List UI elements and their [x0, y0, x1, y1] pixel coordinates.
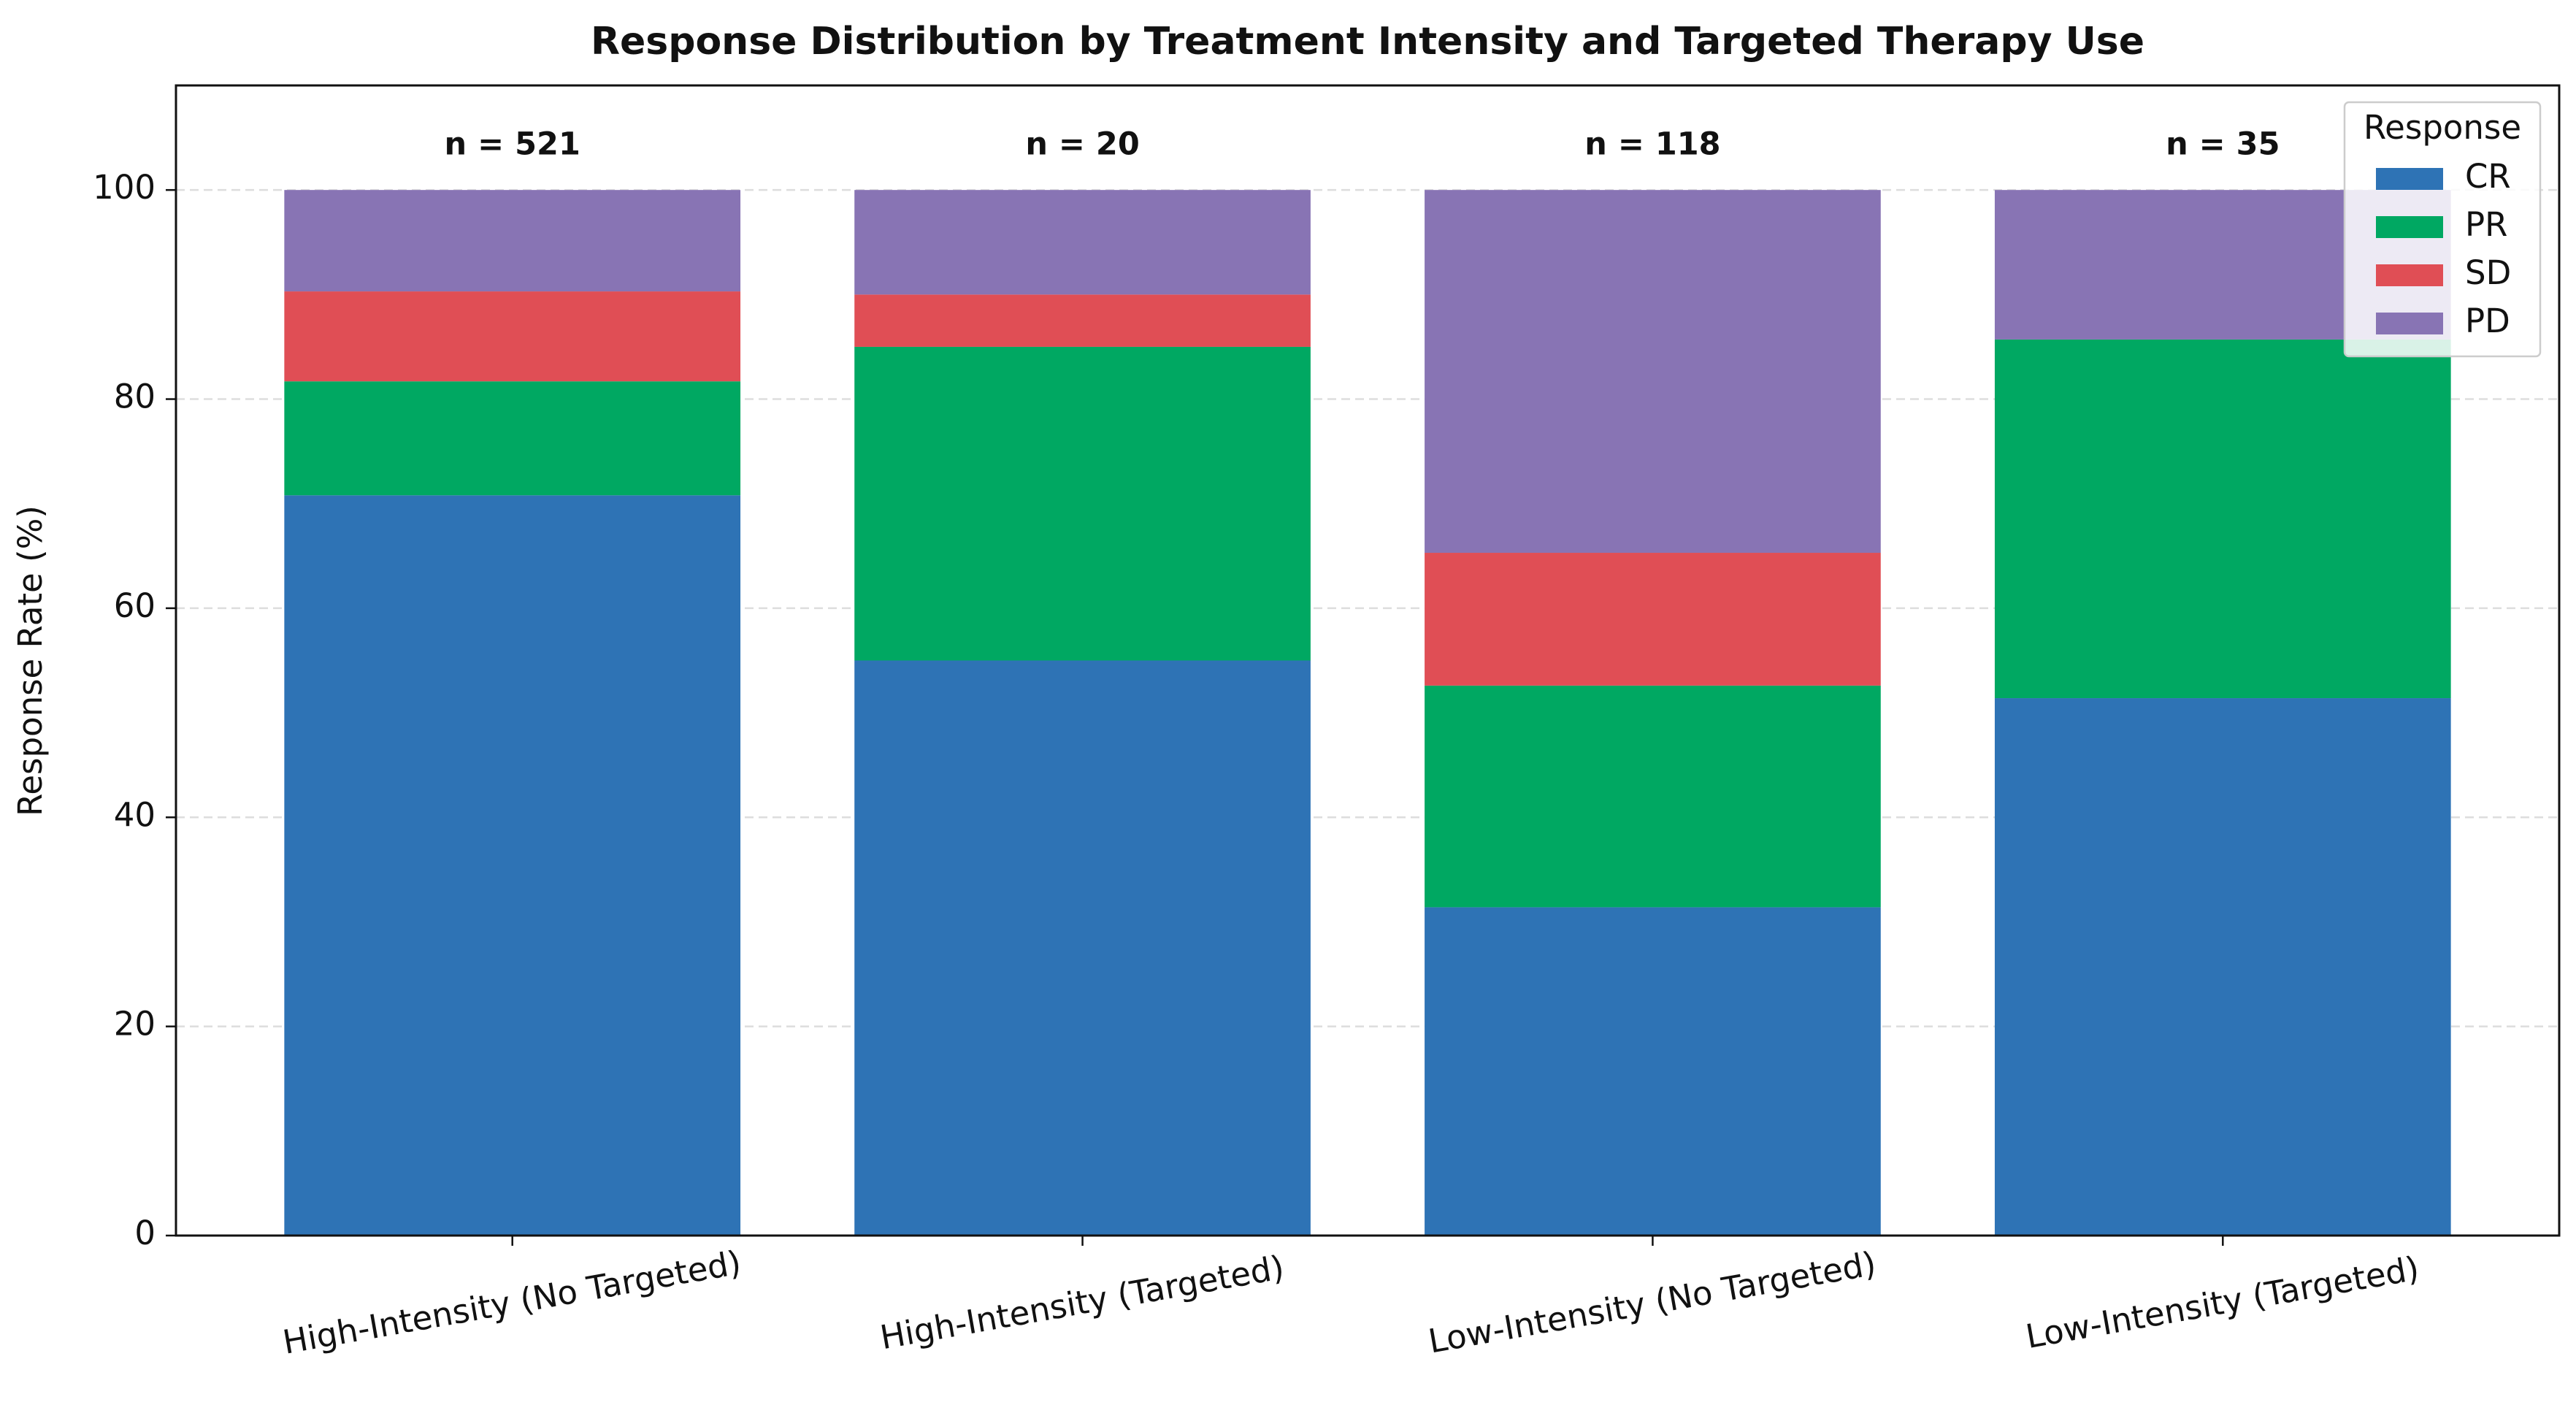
legend-title: Response: [2364, 108, 2521, 147]
legend-label: PD: [2465, 302, 2510, 340]
y-tick-label: 80: [114, 378, 156, 416]
x-tick-label: Low-Intensity (Targeted): [2023, 1249, 2422, 1356]
bar-segment: [1425, 907, 1881, 1236]
x-tick-label: High-Intensity (Targeted): [877, 1248, 1287, 1358]
bar-segment: [284, 495, 741, 1236]
bar-segment: [854, 660, 1311, 1236]
legend-label: SD: [2465, 253, 2511, 292]
legend-swatch: [2376, 313, 2443, 334]
sample-size: n = 20: [1025, 126, 1139, 163]
y-tick-label: 0: [134, 1214, 156, 1252]
legend-label: CR: [2465, 157, 2511, 196]
plot-frame: [175, 84, 2561, 1237]
legend-swatch: [2376, 216, 2443, 238]
y-axis-label: Response Rate (%): [11, 505, 50, 816]
y-tick-label: 60: [114, 586, 156, 625]
sample-size: n = 118: [1584, 126, 1720, 163]
bar-segment: [1425, 190, 1881, 554]
bar-segment: [854, 190, 1311, 295]
legend-label: PR: [2465, 205, 2507, 244]
y-tick-label: 20: [114, 1005, 156, 1044]
bar-segment: [1425, 553, 1881, 686]
x-tick-label: High-Intensity (No Targeted): [280, 1243, 743, 1362]
bar-segment: [854, 294, 1311, 347]
bar-segment: [854, 346, 1311, 661]
bar-segment: [1994, 698, 2451, 1236]
bar-segment: [284, 381, 741, 496]
y-tick-label: 40: [114, 795, 156, 834]
legend-swatch: [2376, 264, 2443, 286]
legend-swatch: [2376, 168, 2443, 190]
y-tick-label: 100: [93, 168, 156, 207]
bar-segment: [284, 190, 741, 292]
legend: Response CR PR SD PD: [2343, 101, 2542, 358]
bar-segment: [284, 291, 741, 382]
bar-segment: [1994, 339, 2451, 699]
chart-title: Response Distribution by Treatment Inten…: [591, 20, 2144, 64]
sample-size: n = 35: [2166, 126, 2280, 163]
x-tick-label: Low-Intensity (No Targeted): [1425, 1244, 1879, 1361]
bar-segment: [1425, 685, 1881, 908]
sample-size: n = 521: [445, 126, 580, 163]
